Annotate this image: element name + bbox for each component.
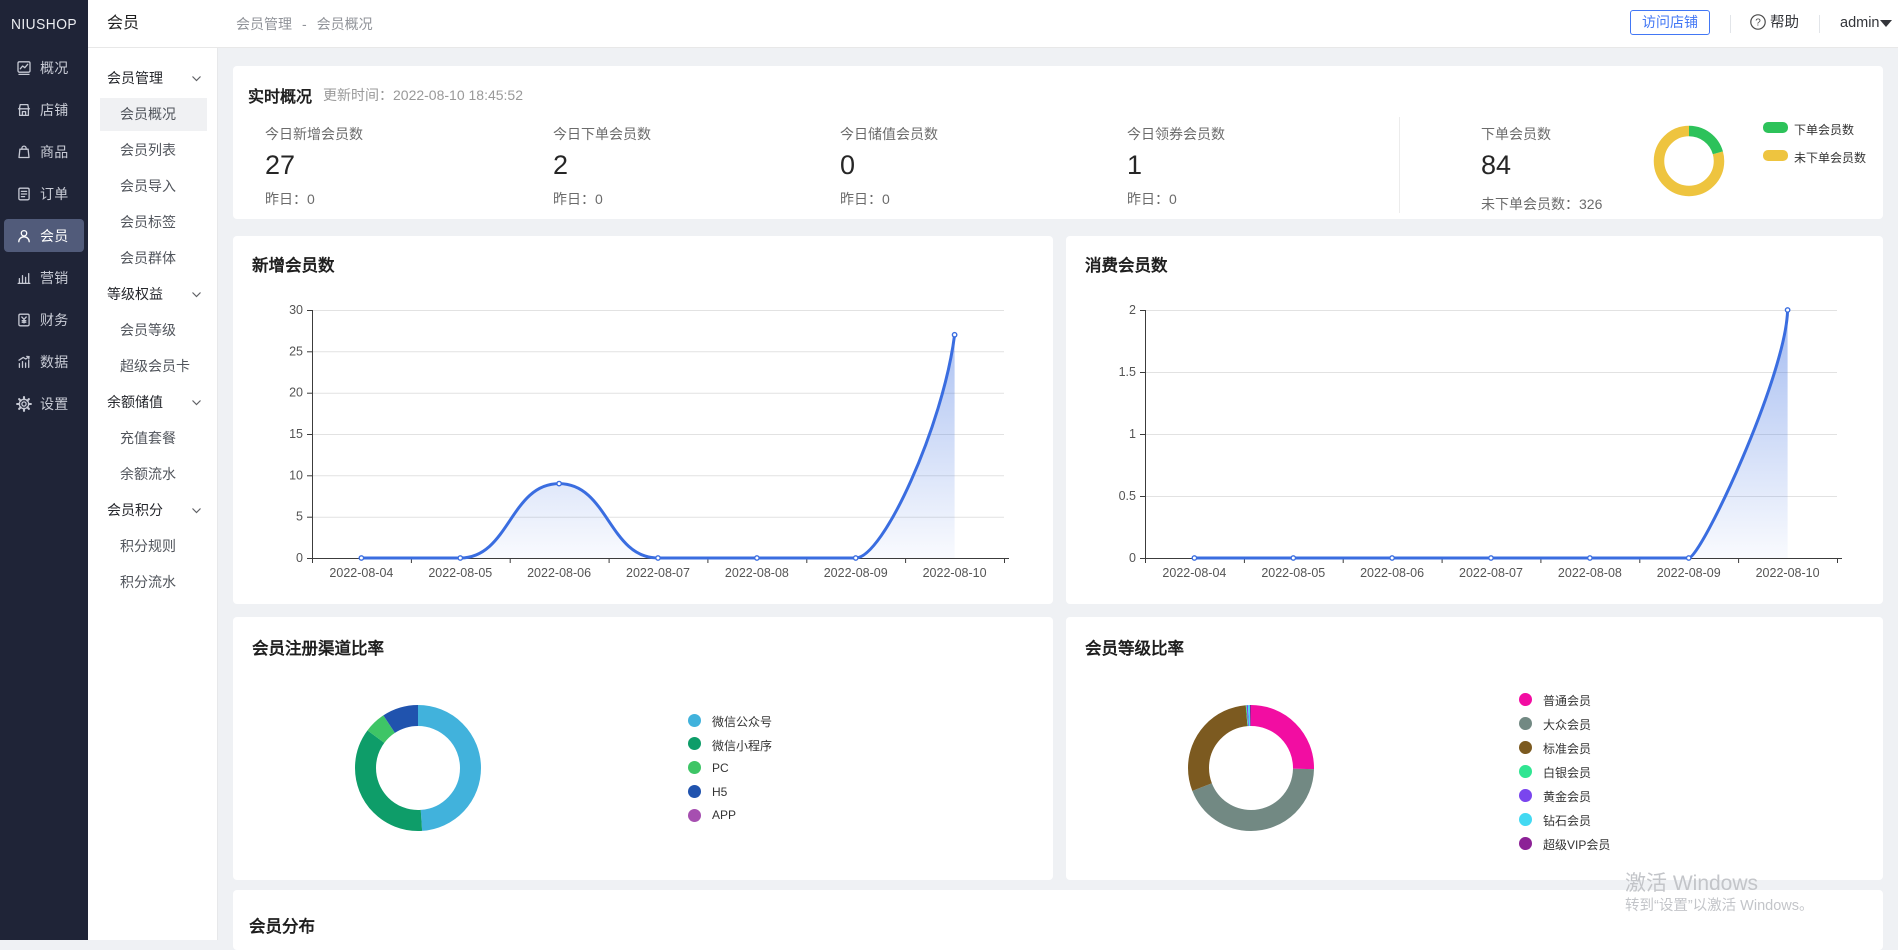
svg-text:10: 10 — [289, 468, 303, 482]
svg-text:30: 30 — [289, 303, 303, 317]
svg-text:2: 2 — [1129, 303, 1136, 317]
svg-text:2022-08-10: 2022-08-10 — [1756, 566, 1820, 580]
svg-text:2022-08-10: 2022-08-10 — [923, 566, 987, 580]
svg-text:2022-08-06: 2022-08-06 — [1360, 566, 1424, 580]
svg-text:2022-08-07: 2022-08-07 — [626, 566, 690, 580]
svg-text:1.5: 1.5 — [1119, 365, 1136, 379]
svg-text:2022-08-07: 2022-08-07 — [1459, 566, 1523, 580]
svg-text:2022-08-04: 2022-08-04 — [1162, 566, 1226, 580]
svg-text:2022-08-05: 2022-08-05 — [1261, 566, 1325, 580]
svg-text:2022-08-06: 2022-08-06 — [527, 566, 591, 580]
svg-text:1: 1 — [1129, 427, 1136, 441]
svg-text:2022-08-05: 2022-08-05 — [428, 566, 492, 580]
svg-text:5: 5 — [296, 510, 303, 524]
svg-text:2022-08-04: 2022-08-04 — [329, 566, 393, 580]
svg-text:0.5: 0.5 — [1119, 489, 1136, 503]
svg-text:15: 15 — [289, 427, 303, 441]
svg-text:2022-08-08: 2022-08-08 — [725, 566, 789, 580]
svg-text:2022-08-08: 2022-08-08 — [1558, 566, 1622, 580]
svg-text:2022-08-09: 2022-08-09 — [1657, 566, 1721, 580]
svg-text:0: 0 — [296, 551, 303, 565]
svg-text:0: 0 — [1129, 551, 1136, 565]
svg-text:25: 25 — [289, 344, 303, 358]
svg-text:?: ? — [1755, 18, 1761, 29]
svg-text:2022-08-09: 2022-08-09 — [824, 566, 888, 580]
svg-text:20: 20 — [289, 386, 303, 400]
